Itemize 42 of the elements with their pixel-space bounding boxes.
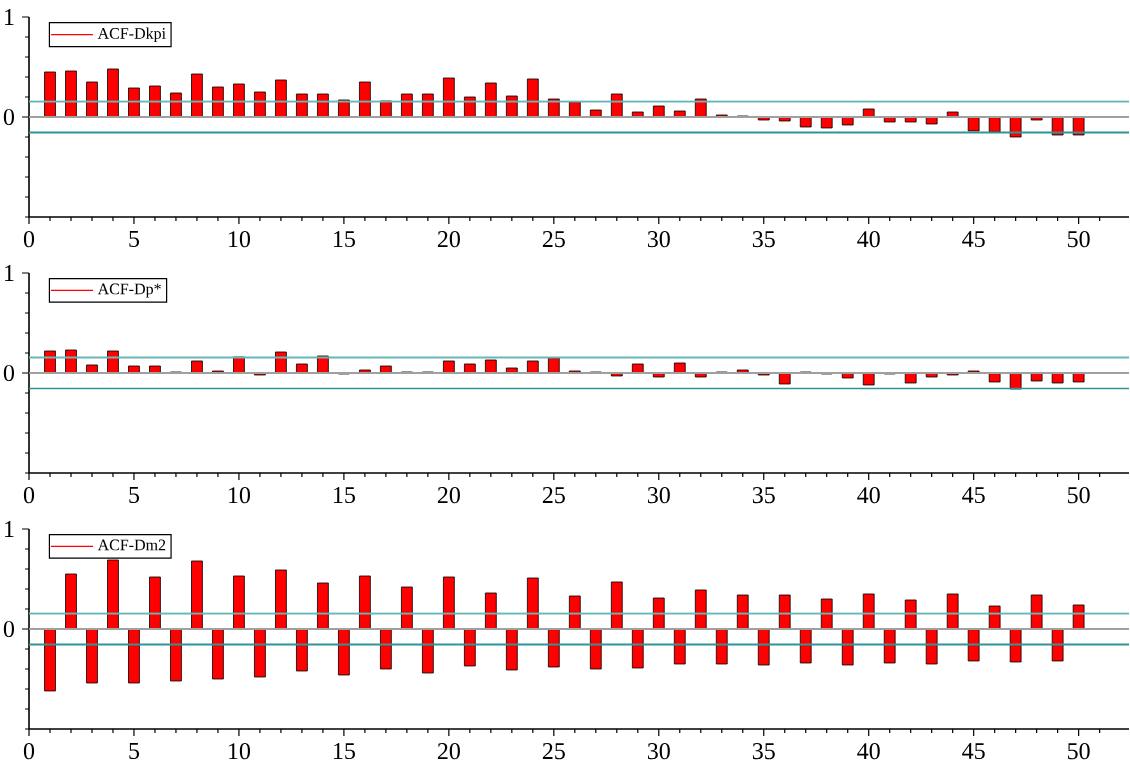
x-tick-label: 15 [333,231,355,248]
x-tick-label: 40 [857,743,880,760]
legend-label: ACF-Dm2 [97,539,166,551]
x-tick-label: 35 [752,487,775,504]
x-tick-label: 30 [647,487,670,504]
legend-label: ACF-Dkpi [97,27,166,43]
x-tick-label: 0 [23,487,35,504]
x-tick-label: 50 [1068,231,1090,248]
x-tick-label: 5 [129,231,140,247]
y-tick-label: 1 [5,521,14,537]
x-tick-label: 30 [647,743,670,760]
x-tick-label: 25 [542,231,565,248]
x-tick-label: 20 [437,743,460,760]
x-tick-label: 50 [1068,743,1090,760]
x-tick-label: 10 [229,231,251,248]
x-tick-label: 30 [647,231,670,248]
x-tick-label: 20 [437,231,460,248]
x-tick-label: 45 [962,231,985,248]
x-tick-label: 15 [333,487,355,504]
x-tick-label: 5 [129,487,140,503]
x-tick-label: 0 [23,743,35,760]
x-tick-label: 45 [962,743,985,760]
x-tick-label: 40 [857,487,880,504]
x-tick-label: 25 [542,487,565,504]
y-tick-label: 0 [3,364,15,382]
x-tick-label: 45 [962,487,985,504]
x-tick-label: 35 [752,231,775,248]
y-tick-label: 0 [3,108,15,126]
y-tick-label: 1 [5,9,14,25]
x-tick-label: 10 [229,743,251,760]
x-tick-label: 10 [229,487,251,504]
legend-label: ACF-Dp* [97,283,161,298]
x-tick-label: 5 [129,743,140,759]
x-tick-label: 25 [542,743,565,760]
x-tick-label: 35 [752,743,775,760]
x-tick-label: 40 [857,231,880,248]
y-tick-label: 1 [5,265,14,281]
x-tick-label: 0 [23,231,35,248]
x-tick-label: 20 [437,487,460,504]
x-tick-label: 50 [1068,487,1090,504]
x-tick-label: 15 [333,743,355,760]
y-tick-label: 0 [3,620,15,638]
